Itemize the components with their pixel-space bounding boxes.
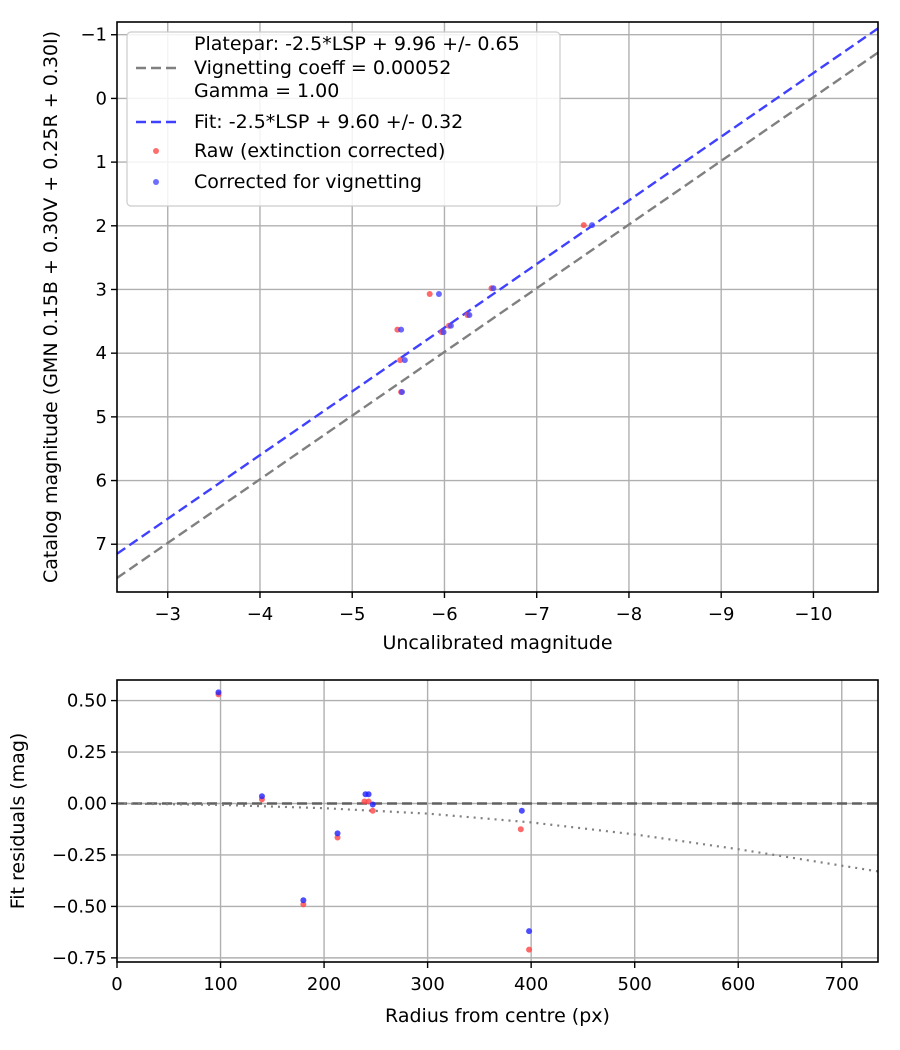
- legend-entry-platepar-2-5-lsp-9-96-0: Vignetting coeff = 0.00052: [194, 57, 451, 79]
- y-tick-label: −1: [80, 25, 107, 46]
- corrected-for-vignetting-point: [440, 329, 447, 336]
- raw-extinction-corrected-point: [369, 807, 376, 814]
- y-tick-label: 0.00: [67, 794, 107, 815]
- corrected-for-vignetting-point: [258, 793, 265, 800]
- residuals-chart: 0 100 200 300 400 500 600 700 0.50 0.25 0.00 −0.25 −…: [7, 679, 879, 1027]
- x-tick-label: −4: [247, 604, 274, 625]
- residuals-x-axis-label: Radius from centre (px): [385, 1005, 610, 1027]
- platepar-line: [117, 51, 878, 579]
- legend-swatch-marker: [153, 148, 159, 154]
- x-tick-label: −7: [523, 604, 550, 625]
- corrected-for-vignetting-point: [399, 389, 406, 396]
- legend-entry-corrected-for-vignetting: Corrected for vignetting: [194, 171, 422, 193]
- raw-extinction-corrected-point: [365, 798, 372, 805]
- legend-swatch-marker: [153, 179, 159, 185]
- raw-extinction-corrected-point: [300, 901, 307, 908]
- x-tick-label: 0: [111, 974, 122, 995]
- legend-entry-fit-2-5-lsp-9-60-0-32: Fit: -2.5*LSP + 9.60 +/- 0.32: [194, 111, 463, 133]
- y-tick-label: 4: [96, 343, 107, 364]
- corrected-for-vignetting-point: [435, 290, 442, 297]
- corrected-for-vignetting-point: [215, 689, 222, 696]
- calibration-x-axis-label: Uncalibrated magnitude: [382, 632, 612, 654]
- y-tick-label: −0.50: [52, 896, 107, 917]
- x-tick-label: −10: [794, 604, 832, 625]
- y-tick-label: −0.25: [52, 845, 107, 866]
- x-tick-label: −6: [431, 604, 458, 625]
- corrected-for-vignetting-point: [447, 322, 454, 329]
- vignetting-line: [117, 802, 878, 873]
- corrected-for-vignetting-point: [401, 357, 408, 364]
- x-tick-label: 100: [203, 974, 237, 995]
- residuals-points: [215, 689, 533, 953]
- raw-extinction-corrected-point: [361, 798, 368, 805]
- x-tick-label: 200: [307, 974, 341, 995]
- residuals-lines: [117, 802, 878, 873]
- corrected-for-vignetting-point: [398, 326, 405, 333]
- legend-entry-platepar-2-5-lsp-9-96-0: Gamma = 1.00: [194, 80, 339, 102]
- x-tick-label: −5: [339, 604, 366, 625]
- legend-entry-raw-extinction-corrected: Raw (extinction corrected): [194, 140, 445, 162]
- raw-extinction-corrected-point: [580, 222, 587, 229]
- residuals-grid: [116, 680, 878, 962]
- fit-line: [117, 27, 878, 555]
- corrected-for-vignetting-point: [526, 928, 533, 935]
- calibration-lines: [117, 27, 878, 579]
- calibration-y-axis-label: Catalog magnitude (GMN 0.15B + 0.30V + 0…: [40, 31, 62, 583]
- x-tick-label: −9: [708, 604, 735, 625]
- y-tick-label: 6: [96, 471, 107, 492]
- x-tick-label: 300: [410, 974, 444, 995]
- corrected-for-vignetting-point: [490, 285, 497, 292]
- corrected-for-vignetting-point: [369, 801, 376, 808]
- x-tick-label: 600: [721, 974, 755, 995]
- y-tick-label: 0.50: [67, 691, 107, 712]
- x-tick-label: 700: [825, 974, 859, 995]
- residuals-ticks: 0 100 200 300 400 500 600 700 0.50 0.25 0.00 −0.25 −…: [52, 691, 859, 995]
- residuals-y-axis-label: Fit residuals (mag): [7, 733, 29, 910]
- corrected-for-vignetting-point: [300, 897, 307, 904]
- x-tick-label: 400: [514, 974, 548, 995]
- corrected-for-vignetting-point: [365, 791, 372, 798]
- corrected-for-vignetting-point: [334, 830, 341, 837]
- y-tick-label: −0.75: [52, 948, 107, 969]
- raw-extinction-corrected-point: [334, 834, 341, 841]
- x-tick-label: 500: [618, 974, 652, 995]
- legend-box: [126, 31, 561, 207]
- y-tick-label: 7: [96, 534, 107, 555]
- x-tick-label: −8: [616, 604, 643, 625]
- raw-extinction-corrected-point: [517, 826, 524, 833]
- corrected-for-vignetting-point: [518, 807, 525, 814]
- y-tick-label: 1: [96, 152, 107, 173]
- calibration-points: [394, 222, 596, 396]
- residuals-plot-frame: [116, 679, 879, 963]
- x-tick-label: −3: [154, 604, 181, 625]
- raw-extinction-corrected-point: [397, 357, 404, 364]
- raw-extinction-corrected-point: [426, 290, 433, 297]
- y-tick-label: 2: [96, 216, 107, 237]
- legend: Platepar: -2.5*LSP + 9.96 +/- 0.65Vignet…: [126, 31, 561, 207]
- calibration-plot-frame: [116, 21, 879, 593]
- y-tick-label: 0: [96, 88, 107, 109]
- y-tick-label: 0.25: [67, 742, 107, 763]
- legend-entry-platepar-2-5-lsp-9-96-0: Platepar: -2.5*LSP + 9.96 +/- 0.65: [194, 33, 520, 55]
- y-tick-label: 5: [96, 407, 107, 428]
- corrected-for-vignetting-point: [466, 311, 473, 318]
- corrected-for-vignetting-point: [589, 222, 596, 229]
- y-tick-label: 3: [96, 279, 107, 300]
- raw-extinction-corrected-point: [526, 946, 533, 953]
